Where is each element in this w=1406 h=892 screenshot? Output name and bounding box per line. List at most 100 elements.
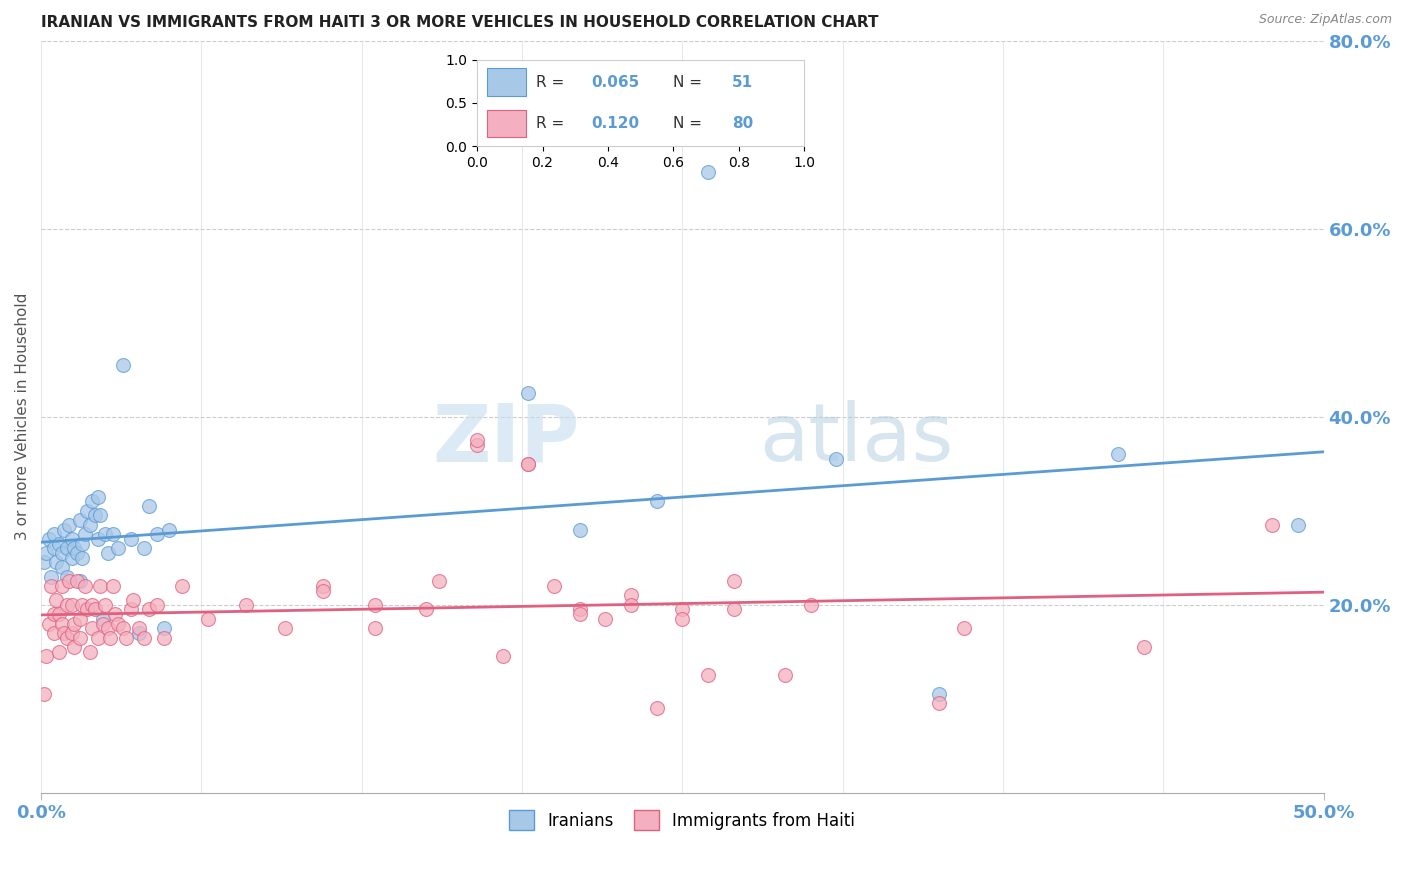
Point — [70, 598, 93, 612]
Point — [723, 602, 745, 616]
Point — [66, 574, 89, 589]
Point — [48, 607, 70, 621]
Point — [53, 523, 76, 537]
Point — [953, 621, 976, 635]
Point — [45, 593, 67, 607]
Point — [543, 579, 565, 593]
Point — [84, 508, 107, 523]
Point — [620, 588, 643, 602]
Point — [48, 536, 70, 550]
Point — [38, 616, 60, 631]
Point — [415, 602, 437, 616]
Point — [42, 607, 65, 621]
Point — [60, 550, 83, 565]
Point — [82, 494, 104, 508]
Point — [82, 621, 104, 635]
Point — [42, 541, 65, 556]
Point — [73, 579, 96, 593]
Point — [63, 541, 86, 556]
Point — [73, 527, 96, 541]
Point — [138, 499, 160, 513]
Point — [595, 612, 617, 626]
Point — [51, 579, 73, 593]
Point — [89, 508, 111, 523]
Point — [51, 546, 73, 560]
Point — [32, 687, 55, 701]
Point — [1286, 517, 1309, 532]
Point — [53, 626, 76, 640]
Point — [568, 607, 591, 621]
Point — [312, 583, 335, 598]
Point — [517, 386, 540, 401]
Point — [48, 645, 70, 659]
Point — [128, 626, 150, 640]
Point — [122, 593, 145, 607]
Point — [69, 612, 91, 626]
Text: ZIP: ZIP — [433, 401, 579, 478]
Point — [69, 631, 91, 645]
Point — [79, 517, 101, 532]
Point — [132, 631, 155, 645]
Point — [799, 598, 821, 612]
Point — [645, 494, 668, 508]
Point — [91, 616, 114, 631]
Point — [107, 616, 129, 631]
Point — [153, 621, 176, 635]
Point — [55, 569, 77, 583]
Point — [128, 621, 150, 635]
Text: atlas: atlas — [759, 401, 953, 478]
Point — [107, 541, 129, 556]
Point — [82, 598, 104, 612]
Point — [70, 550, 93, 565]
Point — [35, 649, 58, 664]
Point — [492, 649, 515, 664]
Point — [32, 556, 55, 570]
Point — [51, 560, 73, 574]
Point — [1133, 640, 1156, 654]
Text: IRANIAN VS IMMIGRANTS FROM HAITI 3 OR MORE VEHICLES IN HOUSEHOLD CORRELATION CHA: IRANIAN VS IMMIGRANTS FROM HAITI 3 OR MO… — [41, 15, 879, 30]
Point — [86, 490, 108, 504]
Point — [312, 579, 335, 593]
Y-axis label: 3 or more Vehicles in Household: 3 or more Vehicles in Household — [15, 293, 30, 541]
Point — [70, 536, 93, 550]
Point — [63, 640, 86, 654]
Point — [120, 602, 142, 616]
Point — [55, 598, 77, 612]
Point — [60, 626, 83, 640]
Point — [825, 452, 848, 467]
Point — [138, 602, 160, 616]
Point — [42, 626, 65, 640]
Point — [63, 616, 86, 631]
Point — [112, 621, 135, 635]
Point — [114, 631, 136, 645]
Point — [671, 612, 693, 626]
Point — [84, 602, 107, 616]
Point — [620, 598, 643, 612]
Point — [363, 621, 385, 635]
Point — [41, 579, 63, 593]
Point — [38, 532, 60, 546]
Point — [104, 607, 127, 621]
Point — [98, 631, 121, 645]
Point — [58, 574, 80, 589]
Point — [58, 517, 80, 532]
Point — [1107, 447, 1129, 461]
Point — [132, 541, 155, 556]
Legend: Iranians, Immigrants from Haiti: Iranians, Immigrants from Haiti — [503, 804, 862, 837]
Point — [363, 598, 385, 612]
Point — [101, 579, 124, 593]
Point — [1261, 517, 1284, 532]
Point — [76, 602, 98, 616]
Point — [723, 574, 745, 589]
Point — [101, 527, 124, 541]
Point — [671, 602, 693, 616]
Point — [69, 574, 91, 589]
Point — [112, 358, 135, 372]
Point — [86, 532, 108, 546]
Point — [42, 527, 65, 541]
Point — [60, 598, 83, 612]
Point — [465, 438, 488, 452]
Point — [235, 598, 257, 612]
Point — [69, 513, 91, 527]
Point — [55, 541, 77, 556]
